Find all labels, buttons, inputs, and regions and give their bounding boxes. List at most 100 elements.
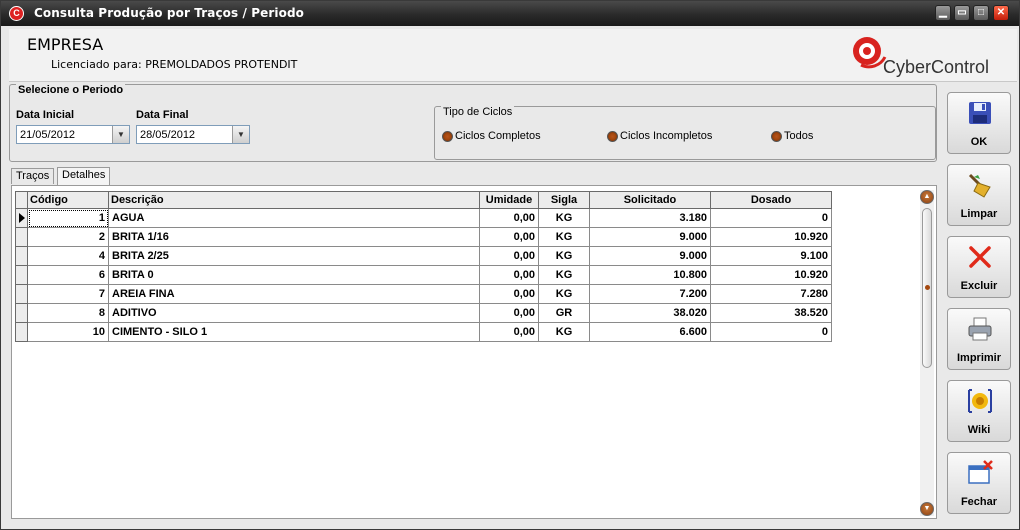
excluir-button[interactable]: Excluir	[947, 236, 1011, 298]
close-button[interactable]: ✕	[993, 5, 1009, 21]
table-cell[interactable]: 1	[28, 209, 109, 228]
table-cell[interactable]: 9.000	[590, 247, 711, 266]
col-codigo[interactable]: Código	[28, 191, 109, 209]
imprimir-button[interactable]: Imprimir	[947, 308, 1011, 370]
title-bar[interactable]: C Consulta Produção por Traços / Periodo…	[1, 1, 1019, 26]
table-cell[interactable]: AGUA	[109, 209, 480, 228]
fechar-label: Fechar	[960, 496, 998, 508]
limpar-label: Limpar	[960, 208, 998, 220]
table-cell[interactable]: KG	[539, 247, 590, 266]
row-indicator[interactable]	[15, 247, 28, 266]
row-indicator[interactable]	[15, 323, 28, 342]
table-cell[interactable]: AREIA FINA	[109, 285, 480, 304]
table-cell[interactable]: 0,00	[480, 266, 539, 285]
table-cell[interactable]: 0,00	[480, 247, 539, 266]
radio-dot-icon	[771, 130, 782, 142]
col-descricao[interactable]: Descrição	[109, 191, 480, 209]
table-cell[interactable]: 0,00	[480, 285, 539, 304]
end-date-value: 28/05/2012	[140, 129, 196, 141]
table-cell[interactable]: ADITIVO	[109, 304, 480, 323]
close-window-icon	[968, 460, 993, 484]
col-dosado[interactable]: Dosado	[711, 191, 832, 209]
radio-ciclos-incompletos[interactable]: Ciclos Incompletos	[607, 130, 712, 142]
broom-icon	[968, 173, 991, 198]
table-cell[interactable]: 7.200	[590, 285, 711, 304]
tab-tracos[interactable]: Traços	[11, 168, 55, 184]
scroll-thumb[interactable]	[922, 208, 932, 368]
end-date-label: Data Final	[136, 109, 189, 121]
table-cell[interactable]: KG	[539, 209, 590, 228]
minimize-button[interactable]: ▁	[935, 5, 951, 21]
scroll-up-icon[interactable]: ▲	[920, 190, 934, 204]
table-cell[interactable]: 38.020	[590, 304, 711, 323]
table-cell[interactable]: 0	[711, 323, 832, 342]
row-indicator[interactable]	[15, 209, 28, 228]
chevron-down-icon[interactable]: ▼	[232, 126, 249, 143]
col-umidade[interactable]: Umidade	[480, 191, 539, 209]
action-toolbar: OK Limpar Excluir Imprimir	[941, 84, 1019, 527]
start-date-field[interactable]: 21/05/2012 ▼	[16, 125, 130, 144]
table-cell[interactable]: 3.180	[590, 209, 711, 228]
table-cell[interactable]: 4	[28, 247, 109, 266]
table-cell[interactable]: 9.100	[711, 247, 832, 266]
table-cell[interactable]: 0,00	[480, 209, 539, 228]
maximize-button[interactable]: □	[973, 5, 989, 21]
end-date-field[interactable]: 28/05/2012 ▼	[136, 125, 250, 144]
table-cell[interactable]: 38.520	[711, 304, 832, 323]
table-cell[interactable]: 7	[28, 285, 109, 304]
limpar-button[interactable]: Limpar	[947, 164, 1011, 226]
row-indicator[interactable]	[15, 285, 28, 304]
company-name: EMPRESA	[27, 35, 104, 54]
restore-button[interactable]: ▭	[954, 5, 970, 21]
col-sigla[interactable]: Sigla	[539, 191, 590, 209]
table-cell[interactable]: 6	[28, 266, 109, 285]
tab-detalhes[interactable]: Detalhes	[57, 167, 111, 185]
cybercontrol-logo-icon	[853, 37, 887, 69]
table-cell[interactable]: BRITA 2/25	[109, 247, 480, 266]
table-cell[interactable]: 10.800	[590, 266, 711, 285]
table-cell[interactable]: 6.600	[590, 323, 711, 342]
table-cell[interactable]: 9.000	[590, 228, 711, 247]
cycle-type-legend: Tipo de Ciclos	[441, 106, 515, 118]
table-cell[interactable]: BRITA 0	[109, 266, 480, 285]
table-cell[interactable]: 0,00	[480, 228, 539, 247]
table-cell[interactable]: 0,00	[480, 304, 539, 323]
vertical-scrollbar[interactable]: ▲ ▼	[920, 190, 934, 516]
row-indicator[interactable]	[15, 266, 28, 285]
ok-button[interactable]: OK	[947, 92, 1011, 154]
save-icon	[969, 102, 991, 124]
col-solicitado[interactable]: Solicitado	[590, 191, 711, 209]
wiki-button[interactable]: Wiki	[947, 380, 1011, 442]
radio-ciclos-completos[interactable]: Ciclos Completos	[442, 130, 541, 142]
table-cell[interactable]: BRITA 1/16	[109, 228, 480, 247]
ok-label: OK	[970, 136, 988, 148]
table-cell[interactable]: CIMENTO - SILO 1	[109, 323, 480, 342]
table-cell[interactable]: 10.920	[711, 266, 832, 285]
fechar-button[interactable]: Fechar	[947, 452, 1011, 514]
table-cell[interactable]: 10	[28, 323, 109, 342]
table-cell[interactable]: 2	[28, 228, 109, 247]
start-date-label: Data Inicial	[16, 109, 75, 121]
row-indicator[interactable]	[15, 304, 28, 323]
cycle-type-group: Tipo de Ciclos Ciclos Completos Ciclos I…	[434, 106, 936, 160]
details-panel: Código Descrição Umidade Sigla Solicitad…	[11, 185, 937, 519]
scroll-down-icon[interactable]: ▼	[920, 502, 934, 516]
table-cell[interactable]: 0,00	[480, 323, 539, 342]
table-cell[interactable]: KG	[539, 285, 590, 304]
chevron-down-icon[interactable]: ▼	[112, 126, 129, 143]
app-icon[interactable]: C	[9, 6, 24, 21]
row-indicator[interactable]	[15, 228, 28, 247]
table-cell[interactable]: 7.280	[711, 285, 832, 304]
table-cell[interactable]: KG	[539, 228, 590, 247]
table-cell[interactable]: 0	[711, 209, 832, 228]
scroll-grip-icon	[925, 285, 930, 290]
table-cell[interactable]: 10.920	[711, 228, 832, 247]
table-cell[interactable]: 8	[28, 304, 109, 323]
radio-dot-icon	[442, 130, 453, 142]
table-cell[interactable]: GR	[539, 304, 590, 323]
license-header: EMPRESA Licenciado para: PREMOLDADOS PRO…	[9, 29, 1017, 82]
table-cell[interactable]: KG	[539, 323, 590, 342]
table-cell[interactable]: KG	[539, 266, 590, 285]
radio-todos[interactable]: Todos	[771, 130, 813, 142]
start-date-value: 21/05/2012	[20, 129, 76, 141]
